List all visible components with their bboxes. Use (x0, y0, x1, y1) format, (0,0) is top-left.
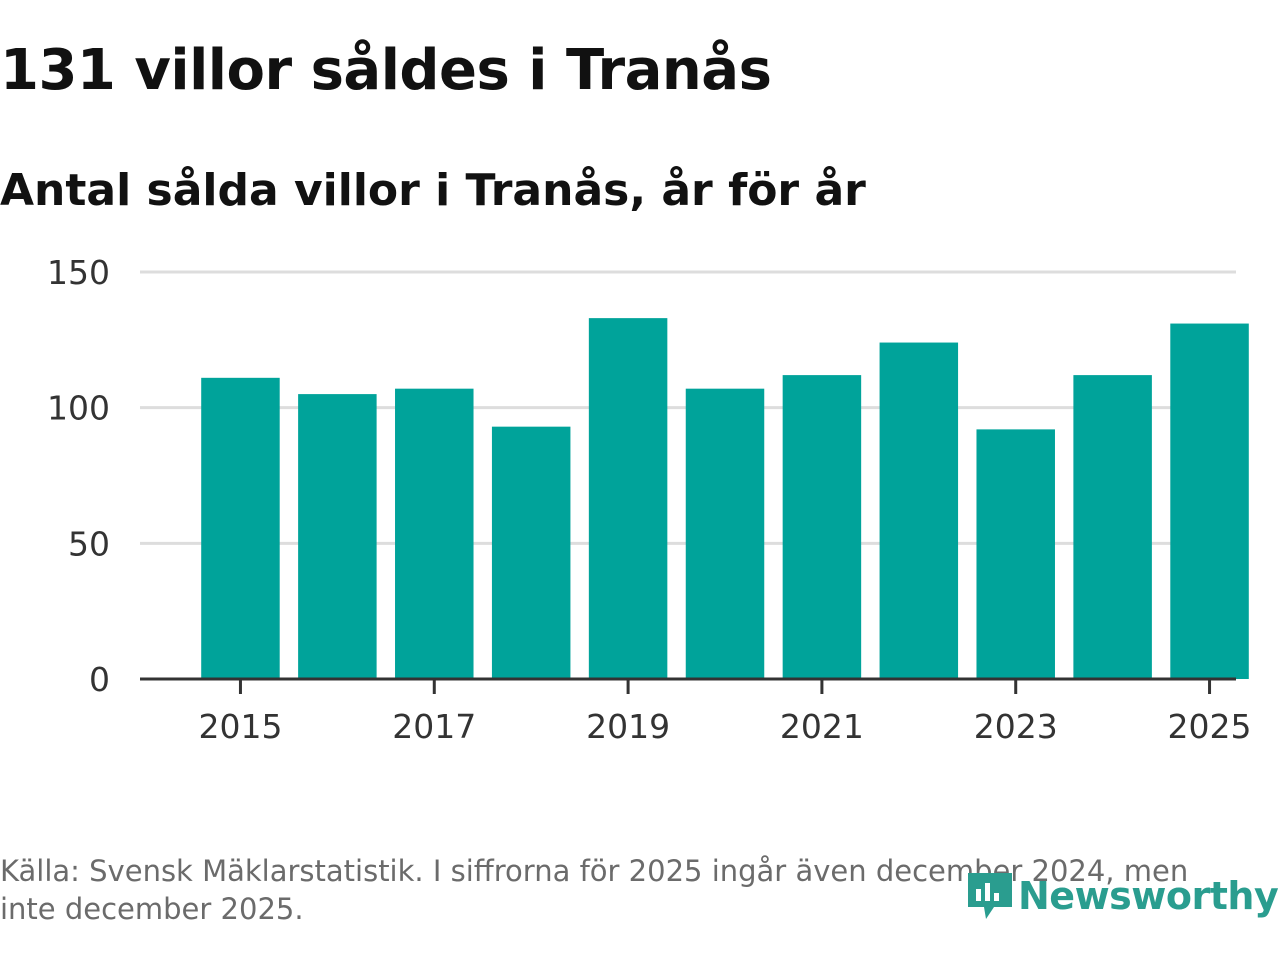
newsworthy-logo-icon (968, 873, 1012, 919)
x-tick-label: 2023 (974, 707, 1058, 746)
bar-2024 (1073, 375, 1152, 679)
bar-2015 (201, 377, 280, 679)
newsworthy-logo-text: Newsworthy (1018, 874, 1279, 918)
bar-2019 (588, 318, 668, 679)
chart-title: 131 villor såldes i Tranås (0, 38, 772, 103)
bar-2020 (685, 388, 765, 679)
x-tick-label: 2025 (1168, 707, 1252, 746)
y-tick-label: 100 (47, 389, 110, 428)
bar-2017 (395, 388, 474, 679)
bar-2021 (782, 375, 862, 679)
bar-2018 (491, 426, 571, 679)
x-tick-label: 2015 (198, 707, 282, 746)
x-tick-label: 2019 (586, 707, 670, 746)
y-tick-label: 150 (47, 253, 110, 292)
bar-2022 (879, 342, 959, 679)
chart-subtitle: Antal sålda villor i Tranås, år för år (0, 165, 866, 216)
x-tick-label: 2017 (392, 707, 476, 746)
bar-2025 (1170, 323, 1249, 679)
bar-chart: 0 50 100 150 2015 2017 2019 2021 2023 2025 (47, 253, 1252, 746)
newsworthy-logo: Newsworthy (964, 866, 1279, 926)
bar-2023 (976, 429, 1055, 679)
bar-2016 (298, 394, 377, 679)
y-tick-label: 0 (89, 660, 110, 699)
y-tick-label: 50 (68, 524, 110, 563)
x-tick-label: 2021 (780, 707, 864, 746)
